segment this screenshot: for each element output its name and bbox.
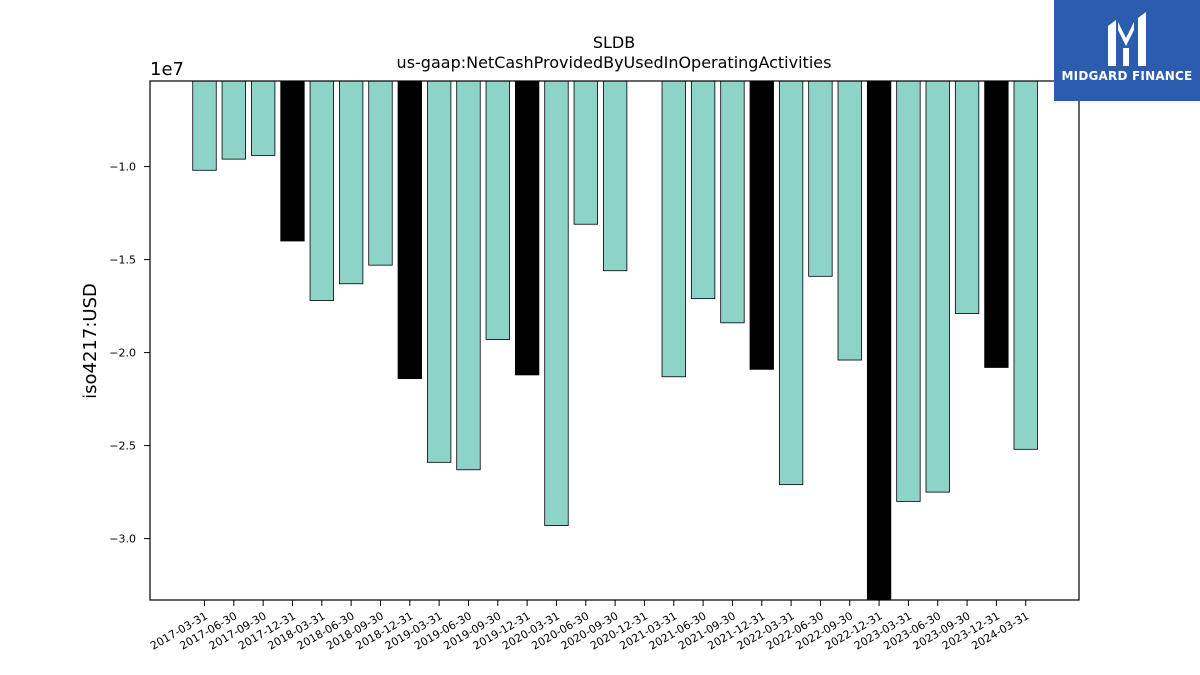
bar-2022-12-31 xyxy=(866,80,892,601)
bar-2023-12-31 xyxy=(984,80,1009,368)
bar-2017-03-31 xyxy=(192,80,217,171)
y-tick-label: −1.0 xyxy=(109,161,136,174)
bar-2022-03-31 xyxy=(778,80,804,486)
bar-2020-09-30 xyxy=(602,80,628,272)
bar-2023-09-30 xyxy=(954,80,980,314)
bar-2021-12-31 xyxy=(749,80,774,370)
midgard-logo-icon xyxy=(1108,12,1146,66)
x-axis-ticks: 2017-03-312017-06-302017-09-302017-12-31… xyxy=(148,600,1031,653)
chart-subtitle: us-gaap:NetCashProvidedByUsedInOperating… xyxy=(397,53,832,72)
bar-group xyxy=(192,80,1038,601)
y-axis-label: iso4217:USD xyxy=(80,283,101,399)
plot-frame xyxy=(149,80,1080,601)
bar-2021-06-30 xyxy=(690,80,716,300)
bar-2017-09-30 xyxy=(251,80,276,156)
bar-2021-09-30 xyxy=(720,80,745,324)
chart-title: SLDB xyxy=(593,33,635,52)
bar-2020-06-30 xyxy=(573,80,598,225)
y-scale-label: 1e7 xyxy=(150,59,184,80)
brand-logo: MIDGARD FINANCE xyxy=(1054,0,1200,101)
bar-2017-12-31 xyxy=(280,80,305,242)
y-tick-label: −2.5 xyxy=(109,440,136,453)
y-tick-label: −1.5 xyxy=(109,254,136,267)
logo-text: MIDGARD FINANCE xyxy=(1061,69,1193,83)
bar-2018-09-30 xyxy=(368,80,393,266)
bar-2020-03-31 xyxy=(544,80,569,526)
bar-2022-06-30 xyxy=(808,80,833,277)
y-tick-label: −2.0 xyxy=(109,347,136,360)
bar-2021-03-31 xyxy=(661,80,686,378)
y-tick-label: −3.0 xyxy=(109,533,136,546)
bar-2018-03-31 xyxy=(309,80,334,301)
bar-2018-12-31 xyxy=(397,80,422,380)
bar-2024-03-31 xyxy=(1013,80,1038,450)
bar-2017-06-30 xyxy=(221,80,246,160)
bar-2022-09-30 xyxy=(837,80,862,361)
bar-2023-06-30 xyxy=(925,80,950,493)
bar-2019-09-30 xyxy=(485,80,510,340)
bar-2023-03-31 xyxy=(896,80,921,502)
y-axis-ticks: −1.0 −1.5 −2.0 −2.5 −3.0 xyxy=(109,161,150,546)
bar-2018-06-30 xyxy=(338,80,364,285)
bar-2019-06-30 xyxy=(456,80,481,471)
bar-2019-03-31 xyxy=(426,80,452,463)
bar-2019-12-31 xyxy=(514,80,540,376)
